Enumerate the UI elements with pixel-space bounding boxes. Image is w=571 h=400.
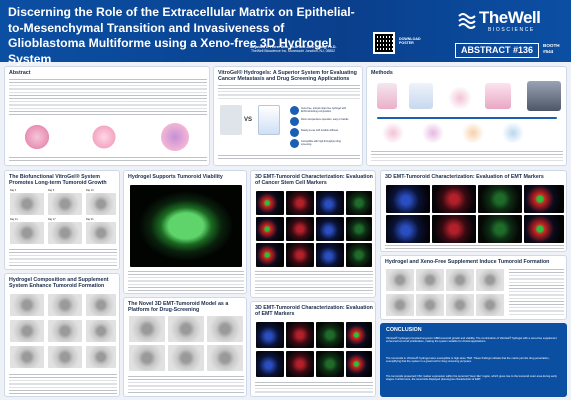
vs-label: VS	[244, 117, 253, 123]
abstract-title: Abstract	[9, 70, 31, 76]
biofunctional-title: The Biofunctional VitroGel® System Promo…	[9, 174, 107, 187]
day-label: Day 3	[10, 189, 17, 192]
logo-subtext: BIOSCIENCE	[488, 27, 535, 33]
emt-markers-title: 3D EMT-Tumoroid Characterization: Evalua…	[385, 174, 544, 180]
poster-header: Discerning the Role of the Extracellular…	[0, 0, 571, 66]
feature-icon	[290, 117, 299, 126]
emt-markers-panel-2: 3D EMT-Tumoroid Characterization: Evalua…	[250, 301, 376, 397]
download-poster-label[interactable]: DOWNLOAD POSTER	[399, 37, 421, 46]
composition-panel: Hydrogel Composition and Supplement Syst…	[4, 273, 120, 397]
affiliation: TheWell Bioscience Inc, Monmouth Junctio…	[251, 49, 335, 54]
day-label: Day 14	[10, 218, 18, 221]
composition-title: Hydrogel Composition and Supplement Syst…	[9, 277, 109, 290]
conclusion-bullet: The tumoroids in VitroGel® hydrogel were…	[386, 357, 550, 364]
viability-panel: Hydrogel Supports Tumoroid Viability	[123, 170, 247, 294]
thewell-logo: TheWell BIOSCIENCE	[458, 8, 568, 38]
logo-text: TheWell	[479, 8, 541, 27]
day-label: Day 6	[48, 189, 55, 192]
feature-icon	[290, 106, 299, 115]
emt-markers-panel: 3D EMT-Tumoroid Characterization: Evalua…	[380, 170, 567, 252]
day-label: Day 21	[86, 218, 94, 221]
vitrogel-panel: VitroGel® Hydrogels: A Superior System f…	[213, 66, 363, 166]
thewell-logo-icon	[458, 13, 476, 29]
conclusion-title: CONCLUSION	[386, 327, 422, 333]
abstract-number: ABSTRACT #136	[455, 43, 539, 58]
conclusion-bullet: VitroGel® hydrogel promoted long-term GB…	[386, 337, 557, 344]
drug-screening-panel: The Novel 3D EMT-Tumoroid Model as a Pla…	[123, 297, 247, 397]
author-names: Alejandro L. Ferrer Díez, Ph.D. and John…	[249, 45, 337, 49]
feature-item: Room temperature operation, easy to hand…	[290, 117, 352, 126]
day-label: Day 10	[86, 189, 94, 192]
feature-item: Ready-to-use with tunable stiffness	[290, 128, 352, 137]
feature-item: Compatible with high-throughput drug scr…	[290, 139, 352, 148]
biofunctional-panel: The Biofunctional VitroGel® System Promo…	[4, 170, 120, 270]
emt-markers-title-2: 3D EMT-Tumoroid Characterization: Evalua…	[255, 305, 373, 318]
csc-title: 3D EMT-Tumoroid Characterization: Evalua…	[255, 174, 373, 187]
xenofree-title: Hydrogel and Xeno-Free Supplement Induce…	[385, 259, 550, 265]
abstract-panel: Abstract	[4, 66, 210, 166]
csc-panel: 3D EMT-Tumoroid Characterization: Evalua…	[250, 170, 376, 298]
feature-item: Xeno-free, animal origin-free hydrogel w…	[290, 106, 352, 115]
conclusion-panel: CONCLUSION VitroGel® hydrogel promoted l…	[380, 323, 567, 397]
vitrogel-title: VitroGel® Hydrogels: A Superior System f…	[218, 70, 357, 83]
conclusion-bullet: The tumoroids presented CSC marker expre…	[386, 375, 557, 382]
feature-icon	[290, 128, 299, 137]
poster-title: Discerning the Role of the Extracellular…	[8, 5, 355, 66]
drug-screening-title: The Novel 3D EMT-Tumoroid Model as a Pla…	[128, 301, 229, 314]
methods-panel: Methods	[366, 66, 567, 166]
xenofree-panel: Hydrogel and Xeno-Free Supplement Induce…	[380, 255, 567, 320]
methods-title: Methods	[371, 70, 393, 76]
viability-title: Hydrogel Supports Tumoroid Viability	[128, 174, 223, 180]
feature-icon	[290, 139, 299, 148]
booth-number: BOOTH #544	[543, 43, 560, 54]
day-label: Day 17	[48, 218, 56, 221]
authors: Alejandro L. Ferrer Díez, Ph.D. and John…	[218, 45, 368, 54]
qr-code-icon[interactable]	[373, 32, 395, 54]
